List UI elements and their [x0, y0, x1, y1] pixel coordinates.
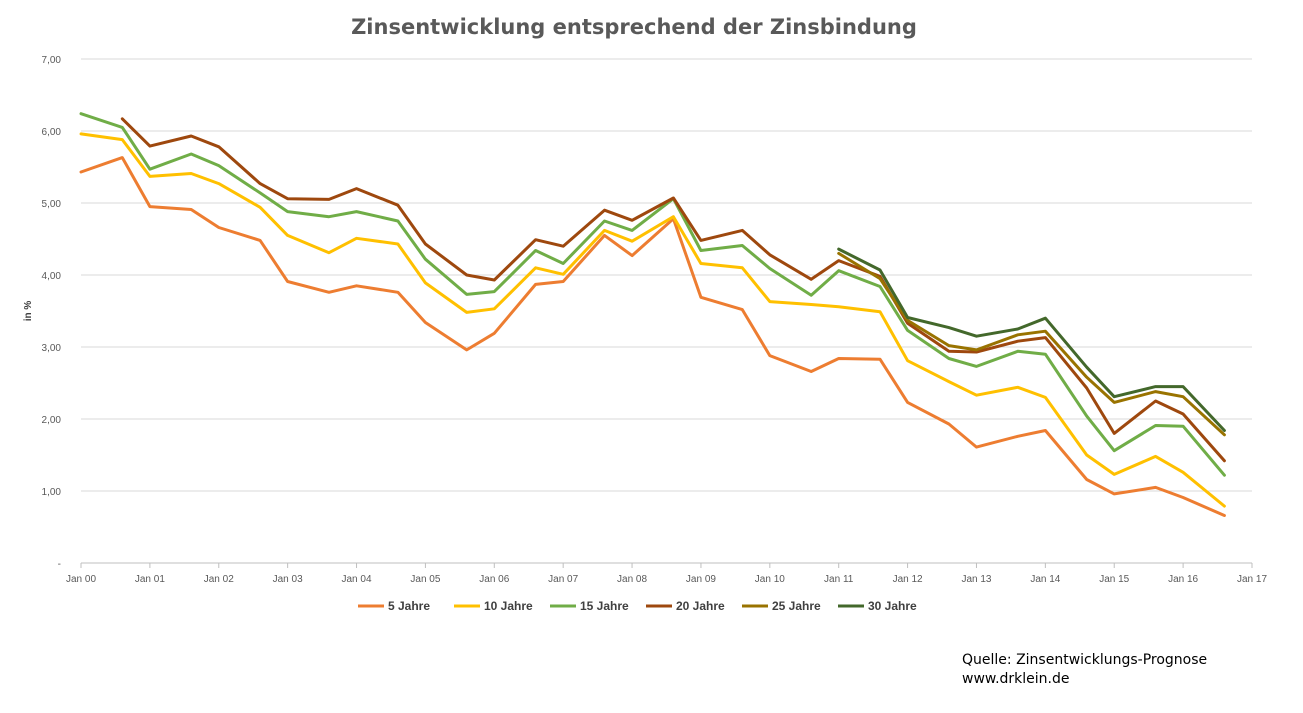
series-line-15-jahre	[79, 112, 1226, 477]
series-line-5-jahre	[79, 156, 1226, 517]
grid-lines	[81, 58, 1252, 564]
y-tick-label: 2,00	[42, 415, 62, 426]
y-axis-label: in %	[23, 301, 34, 322]
x-tick-label: Jan 01	[135, 574, 165, 585]
x-tick-label: Jan 13	[961, 574, 991, 585]
x-tick-label: Jan 07	[548, 574, 578, 585]
x-tick-label: Jan 12	[893, 574, 923, 585]
series-line-20-jahre	[120, 117, 1226, 463]
y-tick-label: 3,00	[42, 343, 62, 354]
x-tick-label: Jan 09	[686, 574, 716, 585]
x-tick-label: Jan 02	[204, 574, 234, 585]
y-tick-label: 7,00	[42, 55, 62, 66]
x-tick-label: Jan 10	[755, 574, 785, 585]
source-note: Quelle: Zinsentwicklungs-Prognose www.dr…	[962, 651, 1207, 689]
legend-label: 5 Jahre	[388, 599, 430, 613]
y-tick-label: 1,00	[42, 487, 62, 498]
legend-label: 10 Jahre	[484, 599, 533, 613]
legend-label: 15 Jahre	[580, 599, 629, 613]
x-tick-label: Jan 11	[824, 574, 854, 585]
source-url: www.drklein.de	[962, 671, 1070, 687]
x-tick-label: Jan 17	[1237, 574, 1267, 585]
x-tick-label: Jan 16	[1168, 574, 1198, 585]
chart-title: Zinsentwicklung entsprechend der Zinsbin…	[351, 15, 917, 39]
legend-label: 25 Jahre	[772, 599, 821, 613]
legend-label: 30 Jahre	[868, 599, 917, 613]
series-line-30-jahre	[837, 247, 1226, 432]
x-tick-label: Jan 14	[1030, 574, 1060, 585]
x-tick-label: Jan 08	[617, 574, 647, 585]
y-tick-label: 5,00	[42, 199, 62, 210]
series-line-25-jahre	[837, 251, 1226, 437]
x-tick-label: Jan 05	[410, 574, 440, 585]
x-axis-ticks: Jan 00 Jan 01 Jan 02 Jan 03 Jan 04 Jan 05 Jan …	[66, 563, 1267, 585]
legend-label: 20 Jahre	[676, 599, 725, 613]
y-tick-label: 4,00	[42, 271, 62, 282]
source-label: Quelle: Zinsentwicklungs-Prognose	[962, 652, 1208, 668]
x-tick-label: Jan 03	[273, 574, 303, 585]
y-tick-label: 6,00	[42, 127, 62, 138]
y-axis-ticks: - 1,00 2,00 3,00 4,00 5,00 6,00 7,00	[42, 55, 62, 570]
y-tick-label: -	[58, 559, 61, 570]
x-tick-label: Jan 06	[479, 574, 509, 585]
x-tick-label: Jan 15	[1099, 574, 1129, 585]
legend: 5 Jahre 10 Jahre 15 Jahre 20 Jahre 25 Jahre 3…	[358, 599, 917, 613]
x-tick-label: Jan 04	[342, 574, 372, 585]
x-tick-label: Jan 00	[66, 574, 96, 585]
series-lines	[79, 112, 1226, 517]
series-line-10-jahre	[79, 132, 1226, 508]
